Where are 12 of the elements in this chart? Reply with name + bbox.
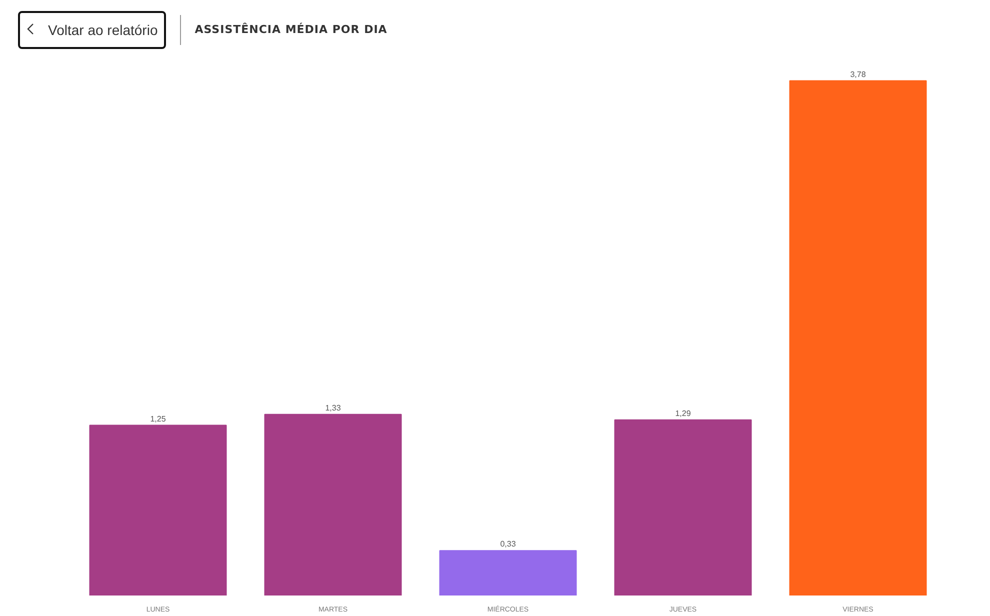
bar (789, 80, 927, 596)
bar (264, 414, 402, 596)
data-label: 1,25 (150, 414, 166, 424)
bar (439, 550, 577, 596)
bar (614, 419, 752, 596)
data-label: 1,29 (675, 408, 692, 418)
text: Voltar ao relatório (18, 11, 166, 49)
data-label: 0,33 (500, 540, 516, 549)
chart-title: ASSISTÊNCIA MÉDIA POR DIA (194, 22, 388, 38)
data-label: 3,78 (850, 70, 866, 79)
bar (89, 424, 227, 596)
data-label: 1,33 (325, 403, 342, 412)
